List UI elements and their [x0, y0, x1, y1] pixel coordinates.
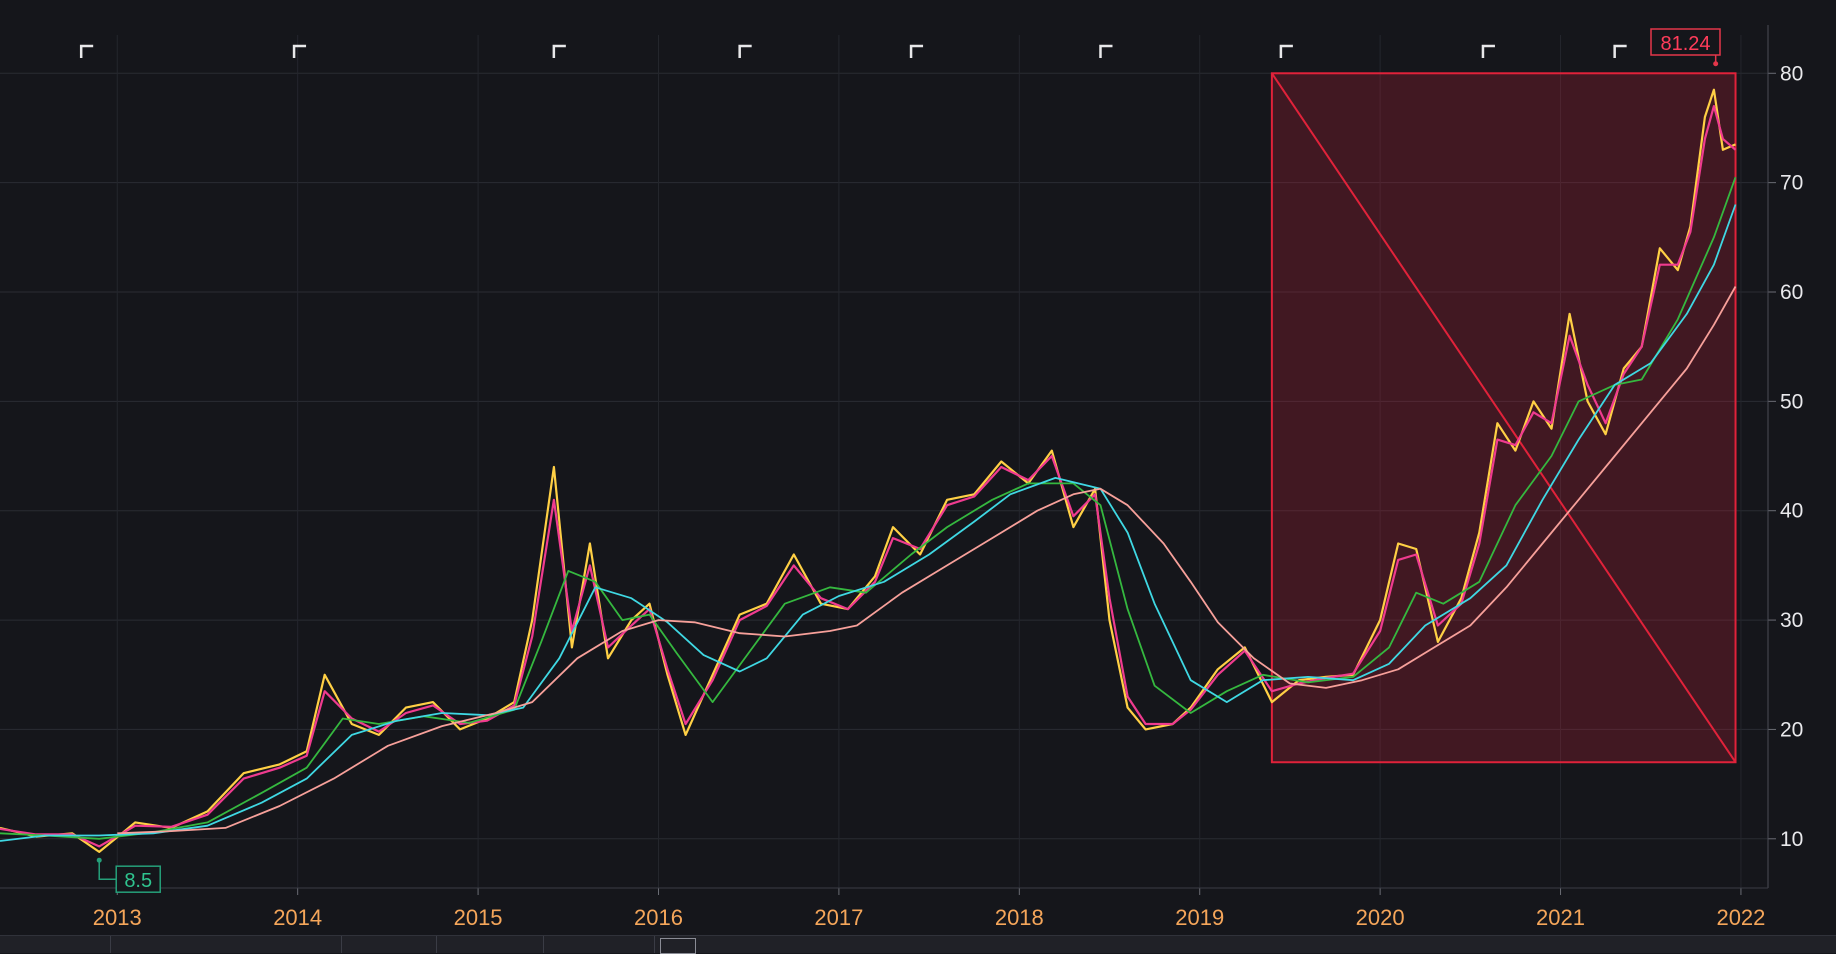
y-axis: 10 20 30 40 50 60 70 80 — [1767, 25, 1803, 888]
x-tick-label: 2015 — [454, 905, 503, 930]
max-point-dot — [1713, 61, 1719, 67]
toolbar-segment[interactable] — [342, 936, 437, 953]
toolbar-segment[interactable] — [111, 936, 342, 953]
x-tick-label: 2020 — [1356, 905, 1405, 930]
series-lines — [0, 88, 1737, 853]
series-line-4 — [0, 204, 1737, 842]
grid-lines — [0, 35, 1768, 888]
y-tick-label: 70 — [1780, 172, 1803, 195]
x-tick-label: 2016 — [634, 905, 683, 930]
y-tick-label: 40 — [1780, 500, 1803, 523]
y-tick-label: 60 — [1780, 281, 1803, 304]
period-marker-icon — [1613, 44, 1627, 58]
y-tick-label: 30 — [1780, 609, 1803, 632]
x-axis: 2013 2014 2015 2016 2017 2018 2019 2020 2021 2022 — [0, 887, 1768, 930]
y-tick-label: 10 — [1780, 828, 1803, 851]
min-label-box — [115, 865, 161, 893]
x-tick-label: 2022 — [1716, 905, 1765, 930]
period-marker-icon — [909, 44, 924, 58]
max-label-box — [1650, 28, 1721, 56]
y-tick-label: 80 — [1780, 62, 1803, 85]
x-tick-label: 2013 — [93, 905, 142, 930]
x-tick-label: 2019 — [1175, 905, 1224, 930]
period-marker-icon — [1099, 44, 1113, 58]
toolbar-segment[interactable] — [0, 936, 111, 953]
series-line-3 — [0, 176, 1737, 840]
period-markers — [79, 44, 1627, 58]
min-point-dot — [96, 857, 102, 863]
min-value-label: 8.5 — [124, 870, 152, 892]
extreme-markers: 81.24 8.5 — [96, 28, 1721, 893]
series-line-5 — [117, 286, 1737, 835]
y-tick-label: 50 — [1780, 390, 1803, 413]
x-tick-label: 2014 — [273, 905, 322, 930]
toolbar-segment[interactable] — [437, 936, 544, 953]
bottom-toolbar — [0, 935, 1836, 954]
x-tick-label: 2018 — [995, 905, 1044, 930]
highlight-diagonal — [1271, 72, 1737, 763]
min-leader-line — [98, 860, 117, 880]
toolbar-segment[interactable] — [544, 936, 655, 953]
period-marker-icon — [552, 44, 566, 58]
x-tick-label: 2017 — [814, 905, 863, 930]
period-marker-icon — [1481, 44, 1495, 58]
period-marker-icon — [292, 44, 307, 58]
period-marker-icon — [738, 44, 752, 58]
period-marker-icon — [1279, 44, 1293, 58]
x-tick-label: 2021 — [1536, 905, 1585, 930]
max-value-label: 81.24 — [1660, 33, 1710, 55]
highlight-box[interactable] — [1270, 72, 1737, 764]
period-marker-icon — [79, 44, 94, 58]
y-tick-label: 20 — [1780, 718, 1803, 741]
